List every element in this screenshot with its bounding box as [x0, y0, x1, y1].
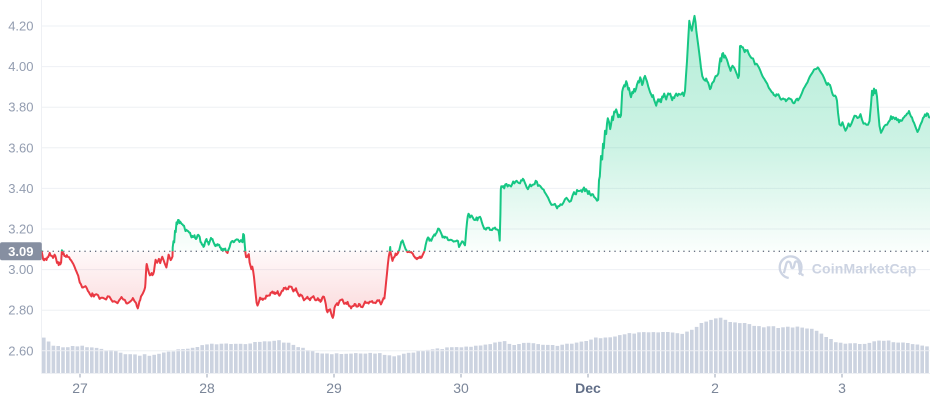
svg-text:Dec: Dec — [575, 380, 601, 396]
svg-text:3.80: 3.80 — [8, 100, 33, 115]
svg-text:4.00: 4.00 — [8, 59, 33, 74]
svg-text:2.80: 2.80 — [8, 303, 33, 318]
svg-text:2.60: 2.60 — [8, 343, 33, 358]
svg-text:3.40: 3.40 — [8, 181, 33, 196]
svg-text:CoinMarketCap: CoinMarketCap — [812, 260, 917, 276]
svg-text:27: 27 — [72, 380, 88, 396]
svg-text:3.00: 3.00 — [8, 262, 33, 277]
svg-text:4.20: 4.20 — [8, 19, 33, 34]
svg-text:3: 3 — [838, 380, 846, 396]
svg-text:3.09: 3.09 — [8, 244, 33, 259]
svg-text:3.60: 3.60 — [8, 140, 33, 155]
svg-text:30: 30 — [453, 380, 469, 396]
svg-text:28: 28 — [199, 380, 215, 396]
svg-text:2: 2 — [711, 380, 719, 396]
svg-text:29: 29 — [326, 380, 342, 396]
svg-text:3.20: 3.20 — [8, 222, 33, 237]
